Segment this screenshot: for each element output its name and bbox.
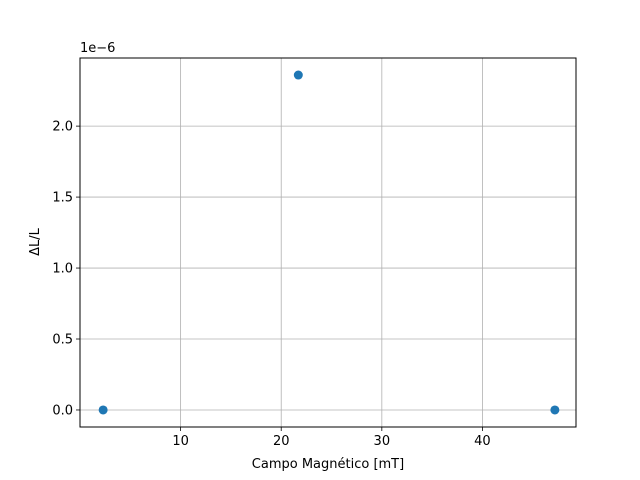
y-axis-label: ΔL/L [28, 227, 43, 256]
ticks-layer: 10 20 30 40 0.0 0.5 1.0 1.5 2.0 [52, 120, 490, 449]
y-tick-label: 2.0 [52, 120, 73, 135]
x-axis-label: Campo Magnético [mT] [252, 457, 404, 472]
y-tick-label: 1.5 [52, 191, 73, 206]
y-offset-label: 1e−6 [80, 41, 115, 56]
plot-area-background [80, 58, 576, 427]
x-tick-label: 10 [172, 434, 189, 449]
data-point [293, 70, 303, 80]
y-tick-label: 0.5 [52, 333, 73, 348]
data-point [550, 405, 560, 415]
x-tick-label: 30 [374, 434, 391, 449]
data-point [98, 405, 108, 415]
x-tick-label: 20 [273, 434, 290, 449]
y-tick-label: 1.0 [52, 262, 73, 277]
points-layer [98, 70, 560, 415]
x-tick-label: 40 [474, 434, 491, 449]
plot-frame [79, 57, 577, 428]
y-tick-label: 0.0 [52, 403, 73, 418]
grid-layer [80, 58, 576, 427]
